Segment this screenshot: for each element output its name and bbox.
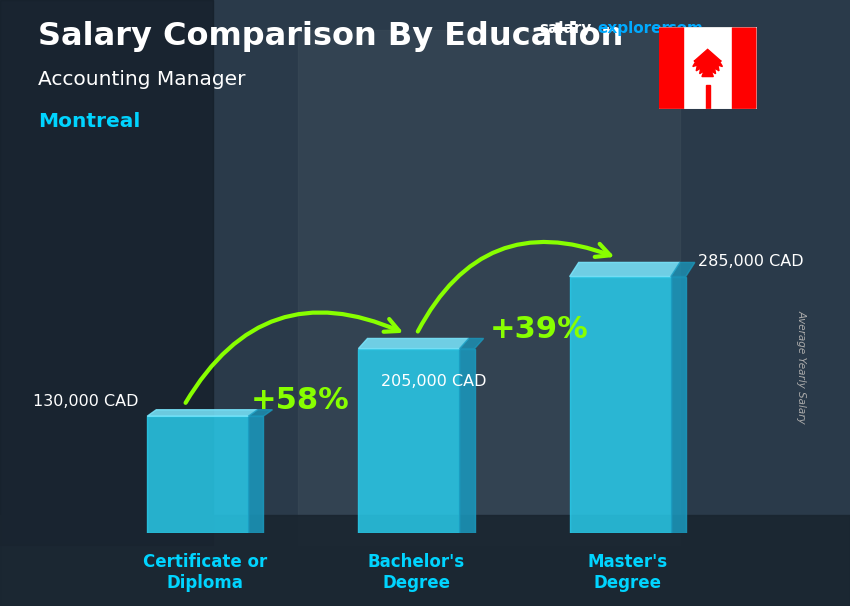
Text: 285,000 CAD: 285,000 CAD — [699, 255, 804, 269]
Text: .com: .com — [662, 21, 703, 36]
Text: +39%: +39% — [490, 315, 588, 344]
Bar — [0, 515, 850, 606]
Bar — [671, 276, 686, 533]
Bar — [0, 0, 212, 545]
Bar — [359, 348, 460, 533]
Text: Montreal: Montreal — [38, 112, 140, 131]
Text: Accounting Manager: Accounting Manager — [38, 70, 246, 88]
Bar — [706, 85, 710, 109]
Text: 205,000 CAD: 205,000 CAD — [381, 374, 486, 389]
Polygon shape — [570, 262, 680, 276]
Polygon shape — [248, 410, 273, 416]
Bar — [659, 27, 683, 109]
Bar — [732, 27, 756, 109]
Bar — [460, 348, 474, 533]
Text: Salary Comparison By Education: Salary Comparison By Education — [38, 21, 624, 52]
Polygon shape — [359, 339, 468, 348]
Text: +58%: +58% — [251, 386, 349, 415]
Polygon shape — [671, 262, 694, 276]
Text: 130,000 CAD: 130,000 CAD — [33, 394, 139, 409]
Polygon shape — [460, 339, 484, 348]
Bar — [570, 276, 671, 533]
Bar — [248, 416, 264, 533]
Polygon shape — [147, 410, 258, 416]
Text: explorer: explorer — [598, 21, 670, 36]
Bar — [298, 30, 680, 545]
Text: salary: salary — [540, 21, 592, 36]
Bar — [147, 416, 248, 533]
Text: Average Yearly Salary: Average Yearly Salary — [796, 310, 807, 424]
Polygon shape — [693, 49, 722, 76]
